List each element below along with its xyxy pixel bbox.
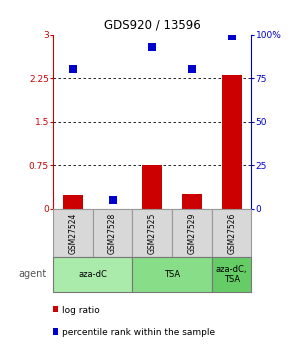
Text: aza-dC,
TSA: aza-dC, TSA <box>216 265 247 284</box>
Text: GSM27524: GSM27524 <box>68 212 77 254</box>
Text: TSA: TSA <box>164 270 180 279</box>
Point <box>190 67 195 72</box>
Bar <box>132 209 172 257</box>
Bar <box>172 209 212 257</box>
Bar <box>222 75 241 209</box>
Text: GSM27526: GSM27526 <box>227 212 236 254</box>
Text: agent: agent <box>19 269 47 279</box>
Text: GSM27529: GSM27529 <box>188 212 196 254</box>
Text: GSM27528: GSM27528 <box>108 212 117 254</box>
Bar <box>142 165 162 209</box>
Bar <box>53 209 93 257</box>
Text: GSM27525: GSM27525 <box>148 212 157 254</box>
Bar <box>212 209 251 257</box>
Point <box>70 67 75 72</box>
Point <box>229 33 234 39</box>
Bar <box>93 209 132 257</box>
Text: percentile rank within the sample: percentile rank within the sample <box>62 328 215 337</box>
Point <box>110 197 115 203</box>
Text: log ratio: log ratio <box>62 306 99 315</box>
Bar <box>212 257 251 292</box>
Title: GDS920 / 13596: GDS920 / 13596 <box>104 19 201 32</box>
Bar <box>182 194 202 209</box>
Bar <box>63 195 83 209</box>
Point <box>150 44 155 49</box>
Bar <box>53 257 132 292</box>
Bar <box>132 257 212 292</box>
Text: aza-dC: aza-dC <box>78 270 107 279</box>
